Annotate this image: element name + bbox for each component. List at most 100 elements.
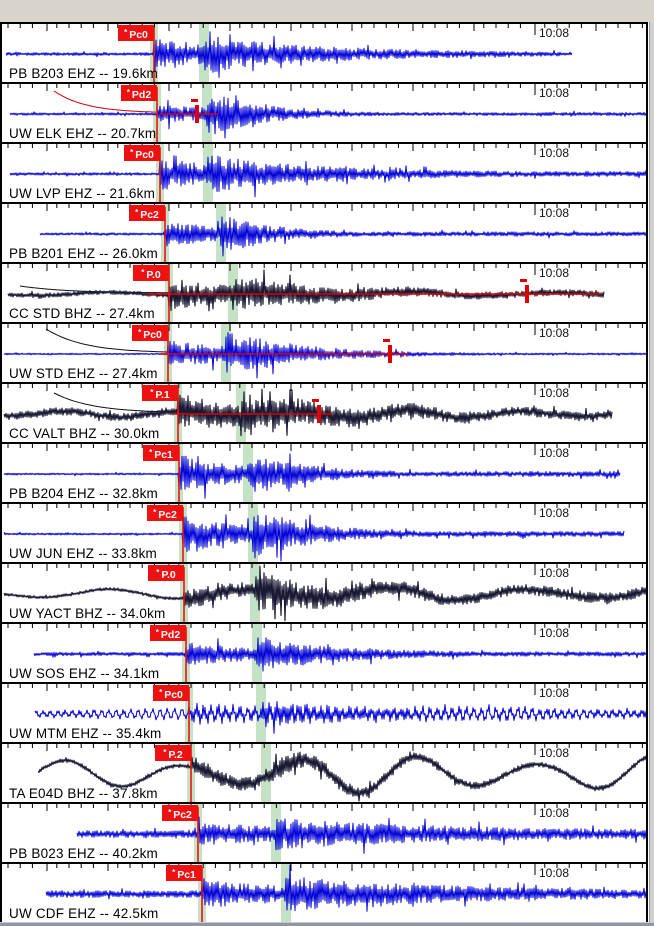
- time-label: 10:08: [539, 386, 570, 400]
- pick-star-icon: *: [168, 808, 172, 817]
- trace-panel[interactable]: * Pd2 UW SOS EHZ -- 34.1km 10:08: [2, 622, 646, 682]
- pick-star-icon: *: [159, 688, 163, 697]
- time-label: 10:08: [539, 866, 570, 880]
- pick-flag-label: P.0: [161, 569, 176, 581]
- pick-flag-label: Pc2: [173, 809, 192, 821]
- trace-panel[interactable]: * Pd2 UW ELK EHZ -- 20.7km 10:08: [2, 82, 646, 142]
- waveform-plot[interactable]: [2, 264, 646, 322]
- pick-flag-label: Pc0: [135, 149, 154, 161]
- pick-star-icon: *: [141, 268, 145, 277]
- trace-panel[interactable]: * Pc2 PB B201 EHZ -- 26.0km 10:08: [2, 202, 646, 262]
- pick-flag-label: P.0: [146, 269, 161, 281]
- station-label: UW MTM EHZ -- 35.4km: [9, 726, 162, 741]
- station-label: CC VALT BHZ -- 30.0km: [9, 426, 160, 441]
- pick-star-icon: *: [172, 868, 176, 877]
- waveform-plot[interactable]: [2, 204, 646, 262]
- p-pick-flag[interactable]: * P.1: [142, 385, 178, 401]
- p-pick-flag[interactable]: * Pc1: [166, 865, 202, 881]
- pick-flag-label: Pd2: [160, 629, 181, 641]
- station-label: PB B204 EHZ -- 32.8km: [9, 486, 159, 501]
- p-pick-flag[interactable]: * P.0: [148, 565, 184, 581]
- trace-panel[interactable]: * Pc1 UW CDF EHZ -- 42.5km 10:08: [2, 862, 646, 922]
- time-label: 10:08: [539, 686, 570, 700]
- waveform-plot[interactable]: [2, 804, 646, 862]
- waveform-plot[interactable]: [2, 684, 646, 742]
- trace-panel[interactable]: * Pc1 PB B204 EHZ -- 32.8km 10:08: [2, 442, 646, 502]
- time-label: 10:08: [539, 86, 570, 100]
- p-pick-flag[interactable]: * Pd2: [150, 625, 186, 641]
- p-pick-flag[interactable]: * Pc2: [162, 805, 198, 821]
- waveform-plot[interactable]: [2, 564, 646, 622]
- time-label: 10:08: [539, 806, 570, 820]
- pick-star-icon: *: [150, 388, 154, 397]
- station-label: UW YACT BHZ -- 34.0km: [9, 606, 166, 621]
- pick-flag-label: Pc2: [140, 209, 159, 221]
- station-label: UW STD EHZ -- 27.4km: [9, 366, 158, 381]
- p-pick-flag[interactable]: * Pc1: [143, 445, 179, 461]
- trace-panel[interactable]: * Pc2 PB B023 EHZ -- 40.2km 10:08: [2, 802, 646, 862]
- station-label: UW CDF EHZ -- 42.5km: [9, 906, 159, 921]
- station-label: PB B023 EHZ -- 40.2km: [9, 846, 159, 861]
- waveform-plot[interactable]: [2, 144, 646, 202]
- station-label: PB B203 EHZ -- 19.6km: [9, 66, 159, 81]
- pick-star-icon: *: [138, 328, 142, 337]
- pick-flag-label: Pc0: [129, 29, 148, 41]
- p-pick-flag[interactable]: * Pd2: [121, 85, 157, 101]
- pick-star-icon: *: [156, 568, 160, 577]
- trace-panel[interactable]: * P.2 TA E04D BHZ -- 37.8km 10:08: [2, 742, 646, 802]
- p-pick-flag[interactable]: * Pc2: [147, 505, 183, 521]
- time-label: 10:08: [539, 626, 570, 640]
- station-label: UW JUN EHZ -- 33.8km: [9, 546, 158, 561]
- time-label: 10:08: [539, 266, 570, 280]
- p-pick-flag[interactable]: * Pc0: [132, 325, 168, 341]
- p-pick-flag[interactable]: * Pc0: [124, 145, 160, 161]
- waveform-plot[interactable]: [2, 744, 646, 802]
- station-label: UW LVP EHZ -- 21.6km: [9, 186, 156, 201]
- trace-panel[interactable]: * Pc0 UW MTM EHZ -- 35.4km 10:08: [2, 682, 646, 742]
- trace-panel[interactable]: * P.1 CC VALT BHZ -- 30.0km 10:08: [2, 382, 646, 442]
- time-label: 10:08: [539, 506, 570, 520]
- waveform-plot[interactable]: [2, 864, 646, 922]
- station-label: PB B201 EHZ -- 26.0km: [9, 246, 159, 261]
- time-label: 10:08: [539, 326, 570, 340]
- waveform-plot[interactable]: [2, 324, 646, 382]
- time-label: 10:08: [539, 146, 570, 160]
- pick-star-icon: *: [163, 748, 167, 757]
- pick-flag-label: P.2: [168, 749, 183, 761]
- time-label: 10:08: [539, 566, 570, 580]
- pick-flag-label: P.1: [155, 389, 170, 401]
- trace-panel-list: * Pc0 PB B203 EHZ -- 19.6km 10:08 * Pd2 UW…: [0, 22, 648, 924]
- waveform-plot[interactable]: [2, 384, 646, 442]
- trace-panel[interactable]: * Pc0 UW STD EHZ -- 27.4km 10:08: [2, 322, 646, 382]
- pick-star-icon: *: [149, 448, 153, 457]
- trace-panel[interactable]: * P.0 UW YACT BHZ -- 34.0km 10:08: [2, 562, 646, 622]
- waveform-plot[interactable]: [2, 624, 646, 682]
- pick-star-icon: *: [155, 628, 159, 637]
- waveform-plot[interactable]: [2, 84, 646, 142]
- pick-star-icon: *: [126, 88, 130, 97]
- p-pick-flag[interactable]: * Pc2: [129, 205, 165, 221]
- time-label: 10:08: [539, 446, 570, 460]
- trace-panel[interactable]: * Pc0 PB B203 EHZ -- 19.6km 10:08: [2, 22, 646, 82]
- trace-panel[interactable]: * P.0 CC STD BHZ -- 27.4km 10:08: [2, 262, 646, 322]
- station-label: TA E04D BHZ -- 37.8km: [9, 786, 158, 801]
- pick-star-icon: *: [153, 508, 157, 517]
- p-pick-flag[interactable]: * P.0: [133, 265, 169, 281]
- pick-star-icon: *: [130, 148, 134, 157]
- p-pick-flag[interactable]: * P.2: [155, 745, 191, 761]
- time-label: 10:08: [539, 746, 570, 760]
- waveform-plot[interactable]: [2, 444, 646, 502]
- pick-flag-label: Pc0: [164, 689, 183, 701]
- horizontal-scrollbar[interactable]: [0, 922, 654, 926]
- pick-flag-label: Pc1: [177, 869, 196, 881]
- p-pick-flag[interactable]: * Pc0: [153, 685, 189, 701]
- waveform-plot[interactable]: [2, 504, 646, 562]
- p-pick-flag[interactable]: * Pc0: [118, 25, 154, 41]
- waveform-plot[interactable]: [2, 24, 646, 82]
- time-label: 10:08: [539, 206, 570, 220]
- trace-panel[interactable]: * Pc0 UW LVP EHZ -- 21.6km 10:08: [2, 142, 646, 202]
- pick-flag-label: Pc2: [158, 509, 177, 521]
- event-header: 60273946 Jun 01, 2011 10:07:30.21 46.217…: [0, 0, 654, 22]
- trace-panel[interactable]: * Pc2 UW JUN EHZ -- 33.8km 10:08: [2, 502, 646, 562]
